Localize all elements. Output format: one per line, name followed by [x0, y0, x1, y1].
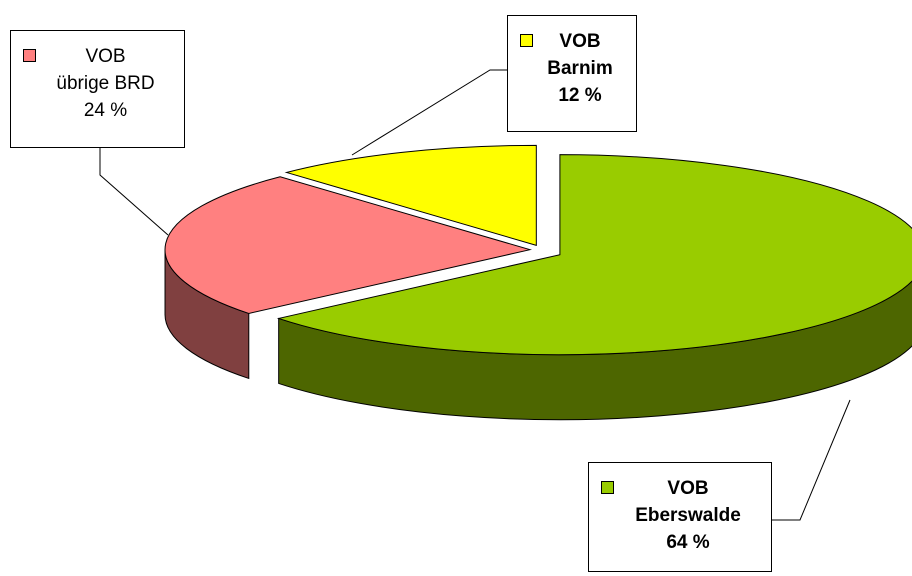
slice [164, 176, 533, 314]
legend-key [601, 481, 614, 494]
category-label: VOB übrige BRD [56, 46, 155, 94]
data-label: VOB übrige BRD 24 % [10, 30, 185, 148]
legend-key [23, 49, 36, 62]
data-label: VOB Eberswalde 64 % [588, 462, 772, 572]
data-label: VOB Barnim 12 % [507, 15, 637, 132]
value-label: 64 % [666, 532, 710, 553]
slice [276, 154, 912, 356]
legend-key [520, 34, 533, 47]
leader-line [351, 69, 507, 156]
category-label: VOB Barnim [547, 31, 613, 79]
slice [284, 144, 537, 247]
category-label: VOB Eberswalde [635, 478, 741, 526]
leader-line [772, 399, 851, 521]
value-label: 24 % [83, 100, 128, 121]
value-label: 12 % [558, 85, 602, 106]
leader-line [99, 148, 169, 236]
